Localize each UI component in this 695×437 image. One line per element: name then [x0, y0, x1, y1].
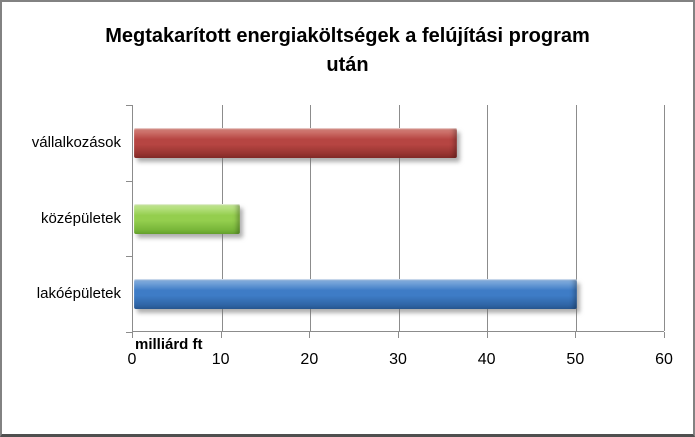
chart-title-line: után: [326, 54, 369, 76]
gridline-60: [664, 105, 665, 331]
x-axis-tick: [220, 332, 222, 338]
x-axis-tick: [398, 332, 399, 338]
gridline-30: [398, 105, 400, 331]
chart-title: Megtakarított energiaköltségek a felújít…: [2, 22, 693, 80]
y-axis-tick: [126, 256, 133, 258]
category-label-lakóépületek: lakóépületek: [36, 285, 121, 303]
x-tick-label-20: 20: [300, 351, 319, 368]
y-axis-tick: [126, 332, 133, 333]
x-axis-tick: [132, 332, 133, 338]
y-axis-tick: [126, 180, 133, 182]
x-tick-label-0: 0: [127, 351, 137, 368]
x-tick-label-30: 30: [389, 351, 407, 368]
category-label-vállalkozások: vállalkozások: [31, 133, 121, 151]
bar-blue-lakóépületek: [134, 279, 577, 310]
category-label-középületek: középületek: [40, 209, 121, 227]
plot-area: [132, 105, 665, 332]
x-axis-tick: [486, 332, 488, 338]
gridline-20: [310, 105, 311, 331]
x-axis-tick: [664, 332, 665, 338]
bar-green-középületek: [134, 203, 241, 234]
x-axis-tick: [575, 332, 577, 338]
bar-red-vállalkozások: [134, 127, 458, 158]
gridline-40: [487, 105, 488, 331]
x-tick-label-40: 40: [477, 351, 496, 368]
x-axis-tick: [309, 332, 311, 338]
x-tick-label-50: 50: [566, 351, 585, 368]
x-tick-label-60: 60: [655, 351, 673, 368]
x-axis-title: milliárd ft: [135, 336, 203, 353]
x-tick-label-10: 10: [211, 351, 230, 368]
gridline-50: [575, 105, 577, 331]
chart-title-line: Megtakarított energiaköltségek a felújít…: [105, 25, 590, 47]
y-axis-tick: [126, 105, 133, 106]
